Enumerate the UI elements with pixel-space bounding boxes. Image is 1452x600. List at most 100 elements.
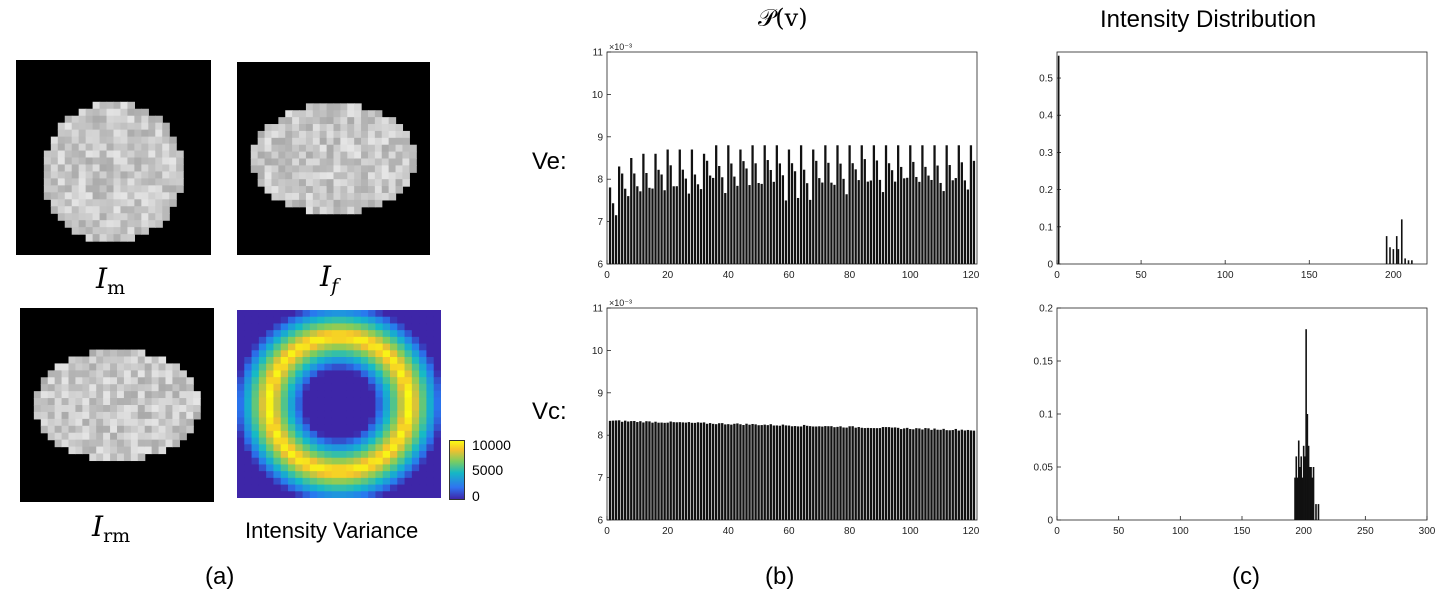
variance-pixel xyxy=(324,477,333,486)
variance-pixel xyxy=(375,464,384,472)
pixel xyxy=(78,122,87,131)
plot-frame xyxy=(1056,51,1428,265)
pixel xyxy=(82,370,90,378)
pixel xyxy=(312,117,321,125)
pixel xyxy=(106,220,115,228)
pixel xyxy=(340,179,348,187)
variance-pixel xyxy=(346,404,355,412)
pixel xyxy=(158,384,167,392)
pixel xyxy=(319,192,328,201)
bar xyxy=(608,187,612,264)
pixel xyxy=(123,411,132,420)
pixel xyxy=(96,377,104,385)
pixel xyxy=(92,192,101,200)
pixel xyxy=(61,384,70,392)
variance-pixel xyxy=(266,323,275,331)
variance-pixel xyxy=(237,424,245,432)
pixel xyxy=(176,164,184,173)
variance-pixel xyxy=(346,484,355,492)
pixel xyxy=(374,186,383,194)
variance-pixel xyxy=(404,404,413,412)
pixel xyxy=(285,172,293,180)
variance-pixel xyxy=(273,357,282,365)
pixel xyxy=(134,143,142,152)
bar xyxy=(963,180,967,264)
bar xyxy=(802,424,806,520)
variance-pixel xyxy=(368,357,377,365)
variance-pixel xyxy=(375,323,384,331)
variance-pixel xyxy=(288,390,296,398)
bar xyxy=(827,426,830,520)
variance-pixel xyxy=(390,330,398,338)
pixel xyxy=(103,398,111,406)
variance-pixel xyxy=(295,484,304,492)
pixel xyxy=(85,164,94,173)
pixel xyxy=(179,418,187,427)
variance-pixel xyxy=(331,363,340,372)
variance-pixel xyxy=(368,477,377,486)
pixel xyxy=(257,137,266,146)
pixel xyxy=(264,144,273,153)
variance-pixel xyxy=(353,484,362,492)
variance-pixel xyxy=(339,323,347,331)
bar xyxy=(651,188,654,264)
variance-pixel xyxy=(309,316,318,325)
pixel xyxy=(292,165,300,173)
variance-pixel xyxy=(433,377,441,385)
pixel xyxy=(285,151,293,160)
variance-pixel xyxy=(404,330,413,338)
pixel xyxy=(333,186,341,194)
bar xyxy=(860,145,863,264)
variance-pixel xyxy=(251,477,260,486)
pixel xyxy=(47,425,56,434)
pixel xyxy=(110,439,118,448)
variance-pixel xyxy=(251,410,260,419)
pixel xyxy=(99,157,108,166)
pixel xyxy=(64,136,73,145)
bar xyxy=(812,426,815,520)
pixel xyxy=(165,418,174,427)
variance-pixel xyxy=(273,377,282,385)
pixel xyxy=(402,144,410,153)
pixel xyxy=(64,206,73,214)
variance-pixel xyxy=(251,464,260,472)
variance-pixel xyxy=(331,404,340,412)
pixel xyxy=(61,398,70,406)
variance-pixel xyxy=(331,410,340,419)
variance-pixel xyxy=(266,424,275,432)
variance-pixel xyxy=(317,350,326,358)
pixel xyxy=(388,144,397,153)
pixel xyxy=(106,101,115,110)
pixel xyxy=(347,158,355,166)
pixel xyxy=(113,234,122,242)
pixel xyxy=(367,172,376,180)
pixel xyxy=(123,418,132,427)
bar xyxy=(724,193,727,264)
variance-pixel xyxy=(339,357,347,365)
y-tick-label: 0.05 xyxy=(1034,463,1054,474)
bar xyxy=(702,153,706,264)
variance-pixel xyxy=(382,336,391,345)
pixel xyxy=(99,206,108,214)
pixel xyxy=(99,115,108,124)
pixel xyxy=(271,124,279,132)
pixel xyxy=(264,172,273,180)
variance-pixel xyxy=(251,491,260,498)
pixel xyxy=(92,199,101,207)
pixel xyxy=(326,158,335,166)
bar xyxy=(672,186,675,264)
variance-pixel xyxy=(331,484,340,492)
variance-pixel xyxy=(280,491,289,498)
variance-pixel xyxy=(324,404,333,412)
y-tick-label: 0.4 xyxy=(1039,111,1053,122)
pixel xyxy=(127,122,135,131)
variance-pixel xyxy=(360,377,369,385)
pixel xyxy=(141,157,149,166)
pixel xyxy=(158,356,167,365)
bar xyxy=(790,163,794,264)
variance-pixel xyxy=(237,390,245,398)
pixel xyxy=(367,179,376,187)
pixel xyxy=(179,425,187,434)
variance-pixel xyxy=(360,457,369,466)
